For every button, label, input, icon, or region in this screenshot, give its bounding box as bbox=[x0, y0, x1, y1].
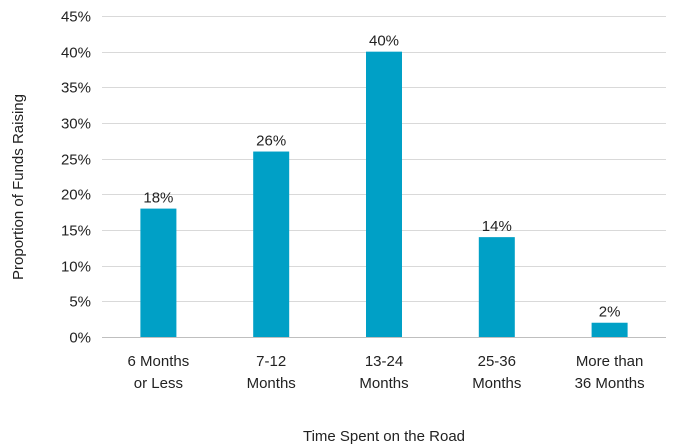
data-label: 40% bbox=[369, 33, 399, 50]
y-tick-label: 25% bbox=[61, 152, 91, 169]
x-tick-label: 25-36 Months bbox=[472, 353, 521, 392]
y-tick-label: 5% bbox=[69, 294, 91, 311]
bar bbox=[366, 51, 402, 338]
y-tick-label: 20% bbox=[61, 187, 91, 204]
x-axis-title: Time Spent on the Road bbox=[303, 428, 465, 445]
data-labels: 18% 26% 40% 14% 2% bbox=[143, 33, 620, 321]
bar bbox=[591, 322, 628, 337]
x-tick-label: 7-12 Months bbox=[247, 353, 296, 392]
y-tick-label: 30% bbox=[61, 116, 91, 133]
data-label: 14% bbox=[482, 218, 512, 235]
bar bbox=[478, 237, 515, 337]
y-tick-label: 15% bbox=[61, 223, 91, 240]
x-axis-ticks: 6 Months or Less 7-12 Months 13-24 Months 25-3… bbox=[128, 353, 645, 392]
y-axis-title: Proportion of Funds Raising bbox=[10, 94, 27, 280]
bar bbox=[140, 208, 177, 337]
y-tick-label: 45% bbox=[61, 9, 91, 26]
data-label: 18% bbox=[143, 190, 173, 207]
y-axis-ticks: 0% 5% 10% 15% 20% 25% 30% 35% 40% 45% bbox=[61, 9, 91, 347]
data-label: 2% bbox=[599, 304, 621, 321]
y-tick-label: 40% bbox=[61, 45, 91, 62]
y-tick-label: 10% bbox=[61, 259, 91, 276]
y-tick-label: 0% bbox=[69, 330, 91, 347]
bars bbox=[140, 51, 628, 338]
data-label: 26% bbox=[256, 133, 286, 150]
y-tick-label: 35% bbox=[61, 80, 91, 97]
x-tick-label: 13-24 Months bbox=[359, 353, 408, 392]
bar bbox=[253, 151, 290, 337]
x-tick-label: 6 Months or Less bbox=[128, 353, 190, 392]
x-tick-label: More than 36 Months bbox=[575, 353, 645, 392]
